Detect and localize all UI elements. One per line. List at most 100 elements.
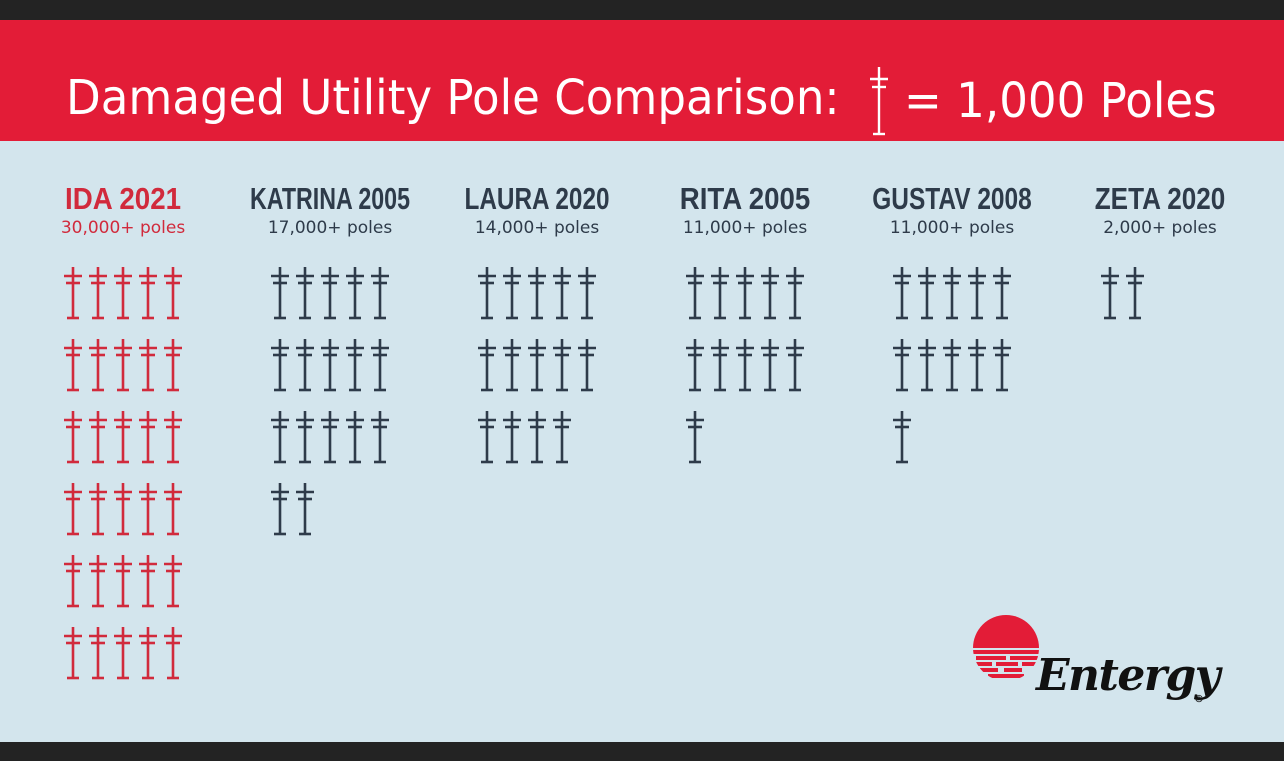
series-name: RITA 2005 <box>680 181 811 216</box>
utility-pole-icon <box>89 339 107 392</box>
utility-pole-icon <box>346 267 364 320</box>
utility-pole-icon <box>321 411 339 464</box>
utility-pole-icon <box>139 483 157 536</box>
utility-pole-icon <box>1101 267 1119 320</box>
utility-pole-icon <box>686 267 704 320</box>
utility-pole-icon <box>296 267 314 320</box>
utility-pole-icon <box>578 339 596 392</box>
utility-pole-icon <box>164 267 182 320</box>
utility-pole-icon <box>761 339 779 392</box>
utility-pole-icon <box>686 339 704 392</box>
utility-pole-icon <box>968 339 986 392</box>
utility-pole-icon <box>578 267 596 320</box>
utility-pole-icon <box>114 627 132 680</box>
utility-pole-icon <box>528 411 546 464</box>
series-name: IDA 2021 <box>65 181 181 216</box>
utility-pole-icon <box>870 67 888 136</box>
utility-pole-icon <box>761 267 779 320</box>
utility-pole-icon <box>786 267 804 320</box>
utility-pole-icon <box>503 267 521 320</box>
utility-pole-icon <box>114 483 132 536</box>
utility-pole-icon <box>89 627 107 680</box>
utility-pole-icon <box>164 339 182 392</box>
utility-pole-icon <box>503 411 521 464</box>
utility-pole-icon <box>64 339 82 392</box>
utility-pole-icon <box>89 267 107 320</box>
chart-title: Damaged Utility Pole Comparison: <box>66 70 840 126</box>
series-name: KATRINA 2005 <box>250 181 410 216</box>
logo-registered-mark: ® <box>1194 694 1204 705</box>
utility-pole-icon <box>736 267 754 320</box>
utility-pole-icon <box>478 267 496 320</box>
utility-pole-icon <box>89 483 107 536</box>
utility-pole-icon <box>321 339 339 392</box>
utility-pole-icon <box>371 411 389 464</box>
utility-pole-icon <box>164 555 182 608</box>
logo-wordmark: Entergy <box>1036 650 1220 701</box>
utility-pole-icon <box>893 267 911 320</box>
legend-text: = 1,000 Poles <box>904 73 1217 129</box>
entergy-logo-mark <box>973 615 1039 678</box>
utility-pole-icon <box>114 339 132 392</box>
series-value-label: 14,000+ poles <box>475 218 600 238</box>
utility-pole-icon <box>114 555 132 608</box>
title-banner: Damaged Utility Pole Comparison: = 1,000… <box>0 20 1284 141</box>
series-value-label: 11,000+ poles <box>890 218 1015 238</box>
chart-panel <box>0 141 1284 742</box>
series-name: LAURA 2020 <box>465 181 610 216</box>
utility-pole-icon <box>968 267 986 320</box>
utility-pole-icon <box>371 339 389 392</box>
utility-pole-icon <box>271 483 289 536</box>
utility-pole-icon <box>478 411 496 464</box>
bottom-frame <box>0 742 1284 761</box>
utility-pole-icon <box>271 339 289 392</box>
entergy-logo: Entergy ® <box>970 612 1220 712</box>
utility-pole-icon <box>711 267 729 320</box>
utility-pole-icon <box>321 267 339 320</box>
utility-pole-icon <box>918 267 936 320</box>
utility-pole-icon <box>528 339 546 392</box>
utility-pole-icon <box>271 411 289 464</box>
utility-pole-icon <box>164 411 182 464</box>
utility-pole-icon <box>346 339 364 392</box>
utility-pole-icon <box>478 339 496 392</box>
legend: = 1,000 Poles <box>866 66 1237 136</box>
utility-pole-icon <box>139 339 157 392</box>
utility-pole-icon <box>139 555 157 608</box>
utility-pole-icon <box>1126 267 1144 320</box>
utility-pole-icon <box>553 267 571 320</box>
utility-pole-icon <box>893 339 911 392</box>
utility-pole-icon <box>893 411 911 464</box>
series-value-label: 11,000+ poles <box>683 218 808 238</box>
utility-pole-icon <box>296 411 314 464</box>
utility-pole-icon <box>943 339 961 392</box>
utility-pole-icon <box>64 483 82 536</box>
utility-pole-icon <box>503 339 521 392</box>
utility-pole-icon <box>553 339 571 392</box>
utility-pole-icon <box>993 267 1011 320</box>
utility-pole-icon <box>553 411 571 464</box>
series-name: GUSTAV 2008 <box>872 181 1032 216</box>
utility-pole-icon <box>271 267 289 320</box>
series-name: ZETA 2020 <box>1095 181 1226 216</box>
utility-pole-icon <box>786 339 804 392</box>
utility-pole-icon <box>711 339 729 392</box>
utility-pole-icon <box>64 267 82 320</box>
utility-pole-icon <box>993 339 1011 392</box>
utility-pole-icon <box>164 627 182 680</box>
utility-pole-icon <box>114 411 132 464</box>
utility-pole-icon <box>371 267 389 320</box>
utility-pole-icon <box>139 267 157 320</box>
utility-pole-icon <box>918 339 936 392</box>
top-frame <box>0 0 1284 20</box>
utility-pole-icon <box>64 627 82 680</box>
utility-pole-icon <box>296 483 314 536</box>
utility-pole-icon <box>139 411 157 464</box>
